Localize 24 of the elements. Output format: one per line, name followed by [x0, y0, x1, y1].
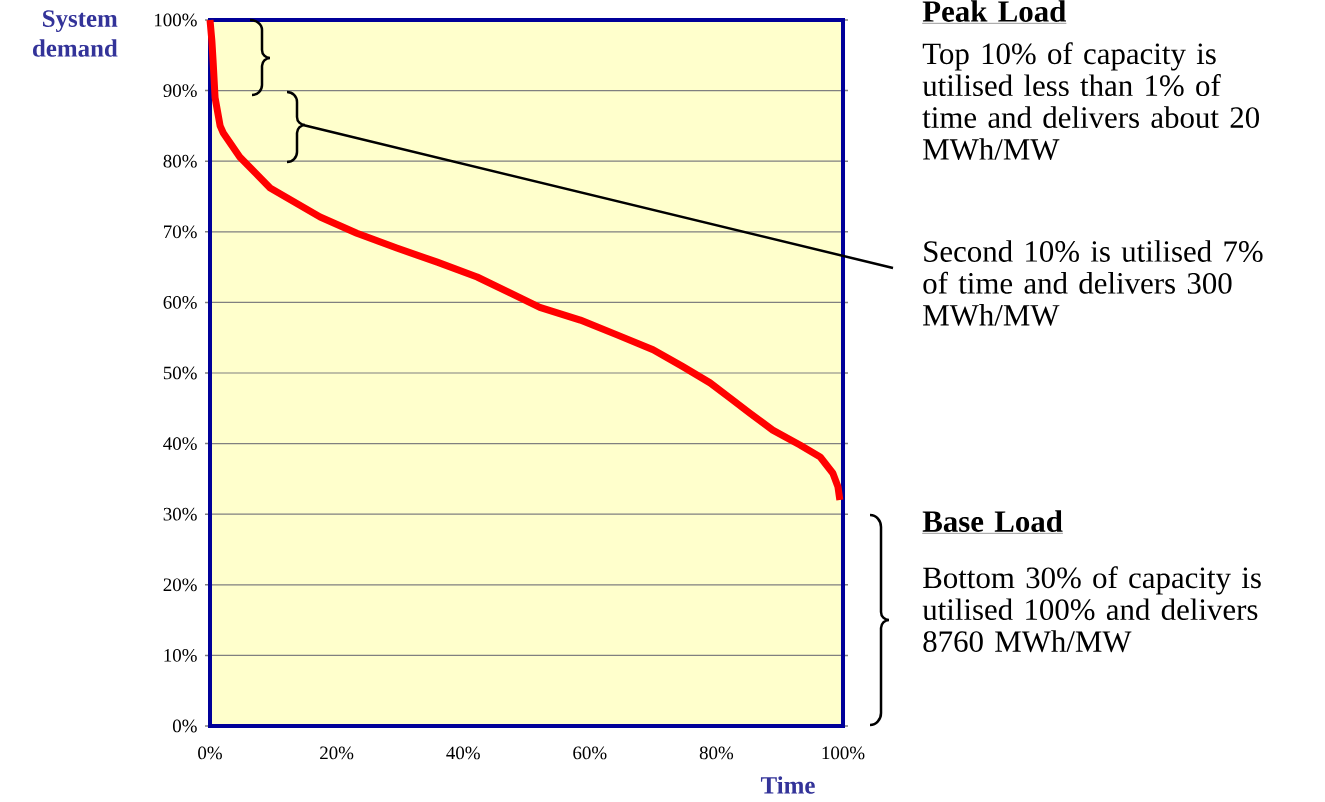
text: Second 10% is utilised 7% of time and delivers 300 MWh/MW	[923, 240, 1263, 326]
x-tick-label: 20%	[320, 746, 354, 760]
text: Bottom 30% of capacity is utilised 100% and delivers 8760 MWh/MW	[922, 566, 1261, 653]
x-tick-label: 60%	[573, 746, 607, 760]
y-tick-label: 20%	[163, 578, 197, 592]
y-tick-label: 90%	[163, 84, 197, 98]
y-tick-label: 10%	[164, 648, 197, 662]
y-tick-label: 30%	[163, 507, 197, 521]
x-tick-label: 40%	[446, 746, 480, 760]
y-tick-label: 40%	[163, 437, 197, 451]
y-tick-label: 50%	[163, 366, 197, 380]
y-tick-label: 80%	[163, 154, 197, 168]
x-axis-title: Time	[760, 776, 815, 794]
y-tick-label: 60%	[163, 295, 197, 309]
text: Peak Load	[922, 0, 1066, 22]
y-tick-label: 70%	[164, 225, 197, 239]
y-tick-label: 0%	[172, 719, 197, 733]
x-tick-label: 100%	[822, 746, 865, 760]
text: Base Load	[922, 510, 1063, 532]
x-tick-label: 80%	[699, 746, 734, 760]
text: Top 10% of capacity is utilised less than 1% of time and delivers about 20 MWh/MW	[922, 42, 1259, 161]
x-tick-label: 0%	[198, 746, 222, 760]
y-axis-title: System demand	[33, 10, 118, 57]
y-tick-label: 100%	[154, 13, 197, 27]
